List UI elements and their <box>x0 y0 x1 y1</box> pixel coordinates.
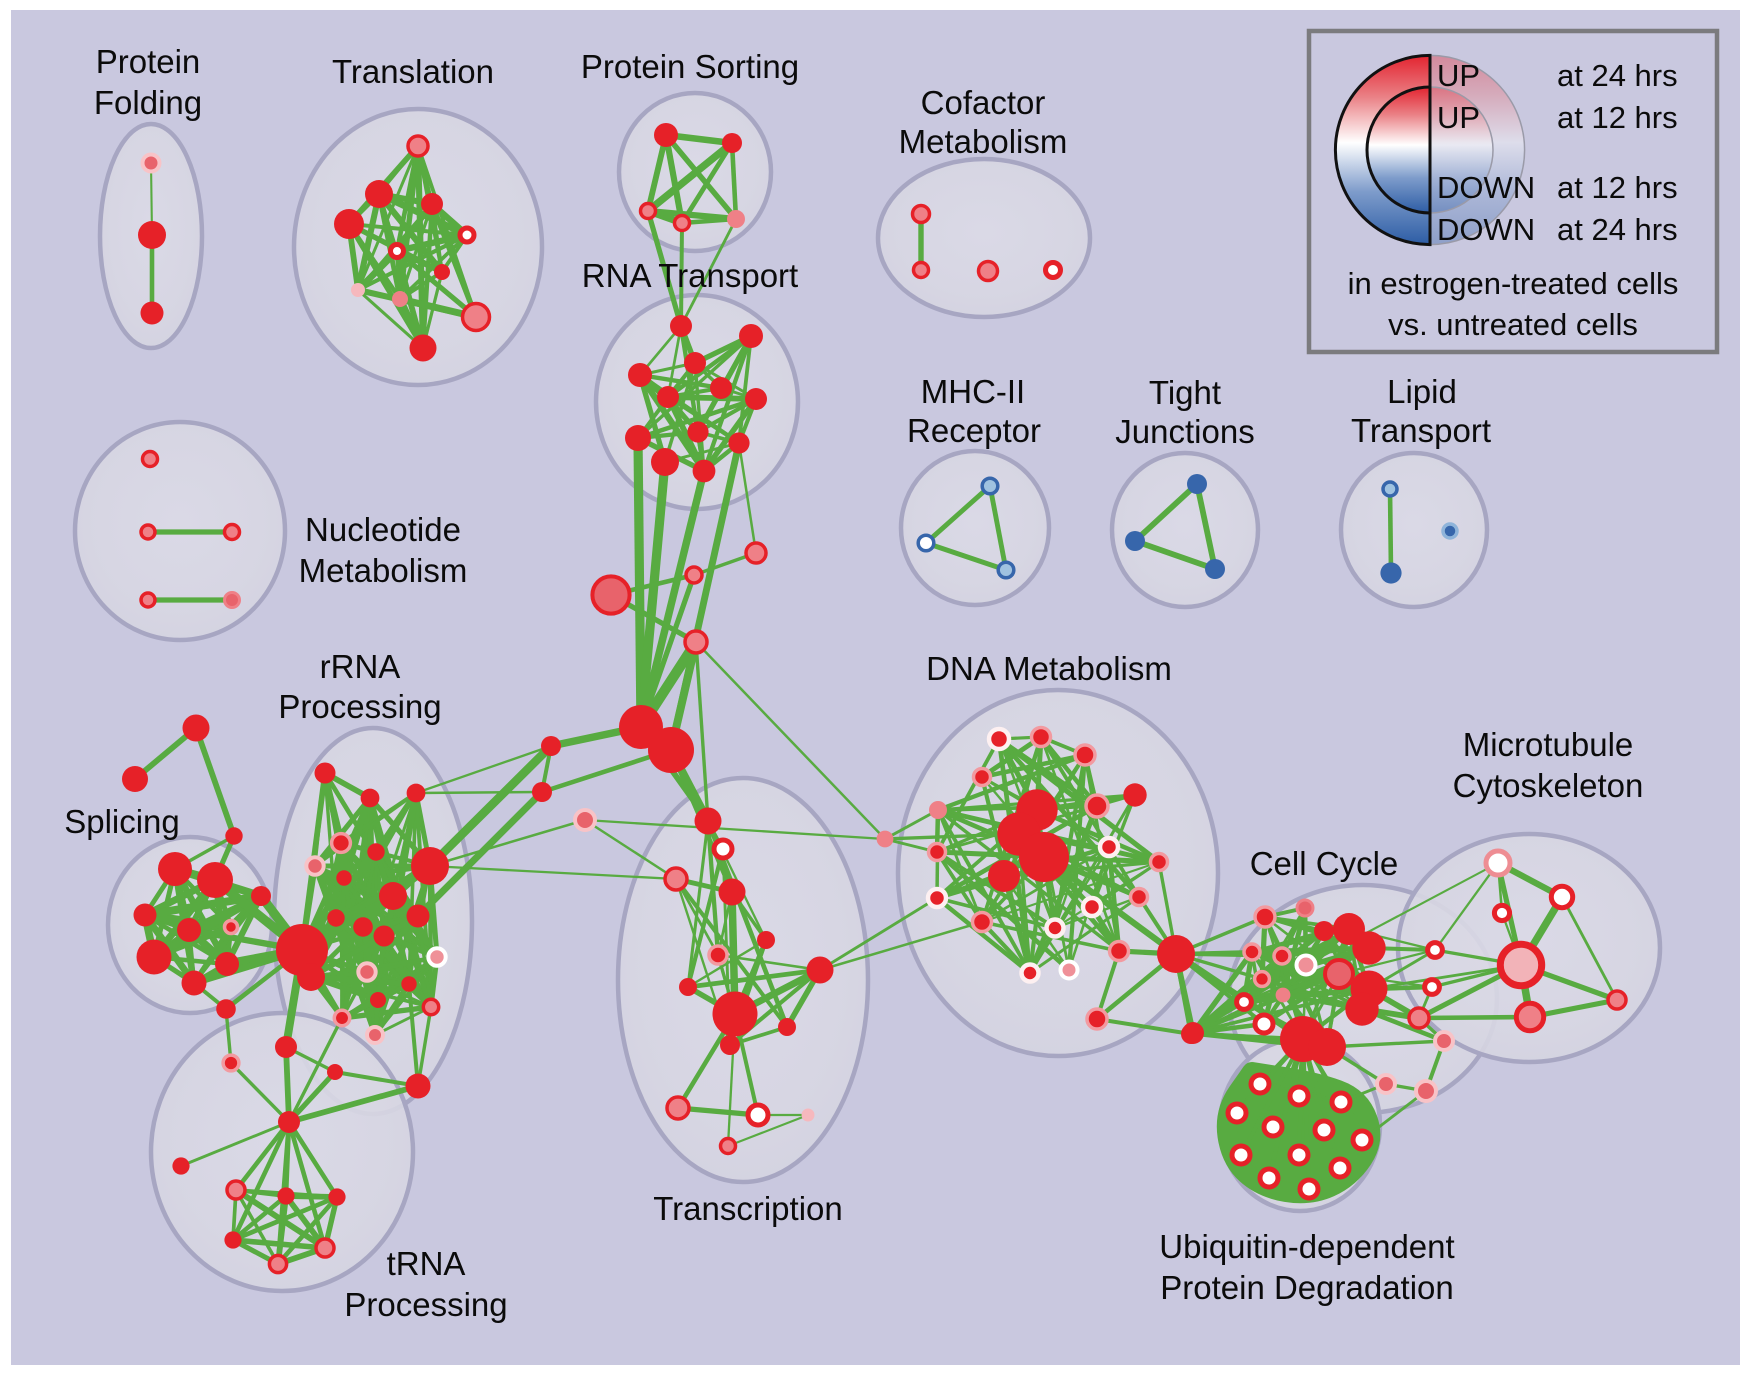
svg-text:in estrogen-treated cells: in estrogen-treated cells <box>1348 266 1679 301</box>
svg-text:Protein Sorting: Protein Sorting <box>581 48 799 85</box>
svg-text:rRNA: rRNA <box>320 648 401 685</box>
svg-text:Splicing: Splicing <box>64 803 180 840</box>
svg-text:vs. untreated cells: vs. untreated cells <box>1388 307 1638 342</box>
svg-text:at 24 hrs: at 24 hrs <box>1557 58 1678 93</box>
svg-text:RNA Transport: RNA Transport <box>582 257 798 294</box>
svg-text:Metabolism: Metabolism <box>899 123 1068 160</box>
svg-text:at 12 hrs: at 12 hrs <box>1557 100 1678 135</box>
svg-text:Receptor: Receptor <box>907 412 1041 449</box>
svg-text:Transcription: Transcription <box>653 1190 843 1227</box>
svg-text:Processing: Processing <box>278 688 441 725</box>
svg-text:Protein: Protein <box>96 43 201 80</box>
svg-text:Metabolism: Metabolism <box>299 552 468 589</box>
svg-text:MHC-II: MHC-II <box>921 373 1025 410</box>
svg-text:UP: UP <box>1437 58 1480 93</box>
svg-text:Cytoskeleton: Cytoskeleton <box>1453 767 1644 804</box>
svg-text:Protein Degradation: Protein Degradation <box>1160 1269 1454 1306</box>
svg-text:Ubiquitin-dependent: Ubiquitin-dependent <box>1159 1228 1454 1265</box>
svg-text:tRNA: tRNA <box>387 1245 466 1282</box>
svg-text:Folding: Folding <box>94 84 202 121</box>
svg-text:Processing: Processing <box>344 1286 507 1323</box>
svg-text:Cofactor: Cofactor <box>921 84 1046 121</box>
svg-text:at 12 hrs: at 12 hrs <box>1557 170 1678 205</box>
svg-text:Transport: Transport <box>1351 412 1491 449</box>
svg-text:Junctions: Junctions <box>1115 413 1254 450</box>
svg-text:DNA Metabolism: DNA Metabolism <box>926 650 1172 687</box>
svg-text:UP: UP <box>1437 100 1480 135</box>
svg-text:DOWN: DOWN <box>1437 212 1535 247</box>
svg-text:Tight: Tight <box>1149 374 1221 411</box>
svg-text:Microtubule: Microtubule <box>1463 726 1634 763</box>
svg-text:Nucleotide: Nucleotide <box>305 511 461 548</box>
svg-text:Cell Cycle: Cell Cycle <box>1250 845 1399 882</box>
svg-text:Translation: Translation <box>332 53 494 90</box>
svg-text:Lipid: Lipid <box>1387 373 1457 410</box>
svg-text:DOWN: DOWN <box>1437 170 1535 205</box>
svg-text:at 24 hrs: at 24 hrs <box>1557 212 1678 247</box>
